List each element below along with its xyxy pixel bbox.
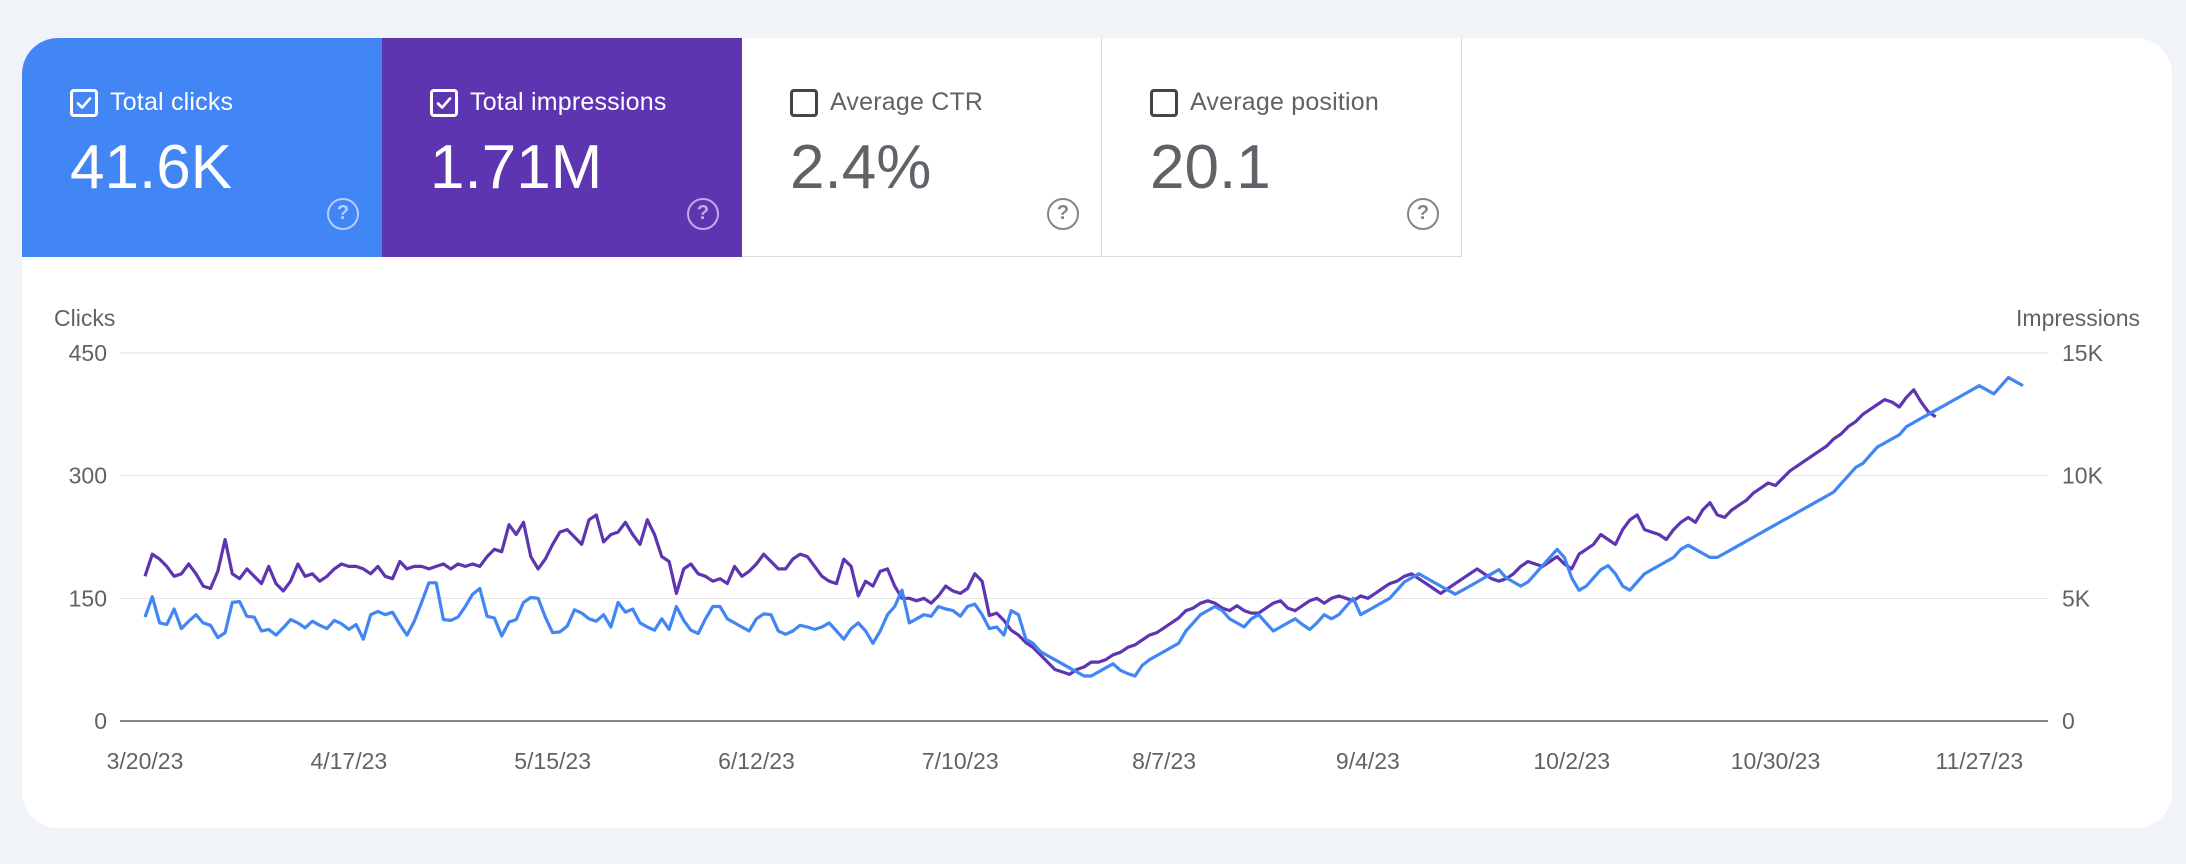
x-tick-label: 8/7/23 <box>1132 748 1196 774</box>
right-tick-label: 5K <box>2062 585 2091 611</box>
metric-label: Average position <box>1190 88 1379 116</box>
metric-value: 1.71M <box>430 133 603 202</box>
x-tick-label: 6/12/23 <box>718 748 795 774</box>
x-tick-label: 10/2/23 <box>1533 748 1610 774</box>
right-tick-label: 15K <box>2062 340 2104 366</box>
series-line-total-impressions <box>143 388 1937 677</box>
x-tick-label: 10/30/23 <box>1731 748 1821 774</box>
left-axis-title: Clicks <box>54 305 115 331</box>
checkbox-unchecked-icon[interactable] <box>790 89 818 117</box>
metric-tab-average-ctr[interactable]: Average CTR 2.4% ? <box>742 38 1102 257</box>
help-icon[interactable]: ? <box>687 198 719 230</box>
performance-card: Total clicks 41.6K ? Total impressions 1… <box>22 38 2172 828</box>
metric-value: 20.1 <box>1150 133 1271 202</box>
left-tick-label: 300 <box>69 463 107 489</box>
x-tick-label: 5/15/23 <box>514 748 591 774</box>
x-tick-label: 7/10/23 <box>922 748 999 774</box>
left-tick-label: 150 <box>69 585 107 611</box>
metric-tab-average-position[interactable]: Average position 20.1 ? <box>1102 38 1462 257</box>
metric-value: 41.6K <box>70 133 233 202</box>
series-line-total-clicks <box>143 375 2024 678</box>
metric-label: Average CTR <box>830 88 984 116</box>
right-tick-label: 0 <box>2062 708 2075 734</box>
right-tick-label: 10K <box>2062 463 2104 489</box>
checkbox-checked-icon[interactable] <box>430 89 458 117</box>
x-tick-label: 11/27/23 <box>1935 748 2023 774</box>
help-icon[interactable]: ? <box>1047 198 1079 230</box>
left-tick-label: 450 <box>69 340 107 366</box>
checkbox-checked-icon[interactable] <box>70 89 98 117</box>
x-tick-label: 9/4/23 <box>1336 748 1400 774</box>
help-icon[interactable]: ? <box>1407 198 1439 230</box>
left-tick-label: 0 <box>94 708 107 734</box>
metric-label: Total clicks <box>110 88 234 116</box>
x-tick-label: 3/20/23 <box>107 748 184 774</box>
performance-chart[interactable]: Clicks Impressions 0 0 150 5K 300 10K 450 15K 3… <box>22 38 2172 828</box>
metric-tab-total-clicks[interactable]: Total clicks 41.6K ? <box>22 38 382 257</box>
metric-label: Total impressions <box>470 88 667 116</box>
checkbox-unchecked-icon[interactable] <box>1150 89 1178 117</box>
metric-tabs: Total clicks 41.6K ? Total impressions 1… <box>22 38 1462 257</box>
x-tick-label: 4/17/23 <box>310 748 387 774</box>
metric-value: 2.4% <box>790 133 932 202</box>
help-icon[interactable]: ? <box>327 198 359 230</box>
right-axis-title: Impressions <box>2016 305 2140 331</box>
metric-tab-total-impressions[interactable]: Total impressions 1.71M ? <box>382 38 742 257</box>
